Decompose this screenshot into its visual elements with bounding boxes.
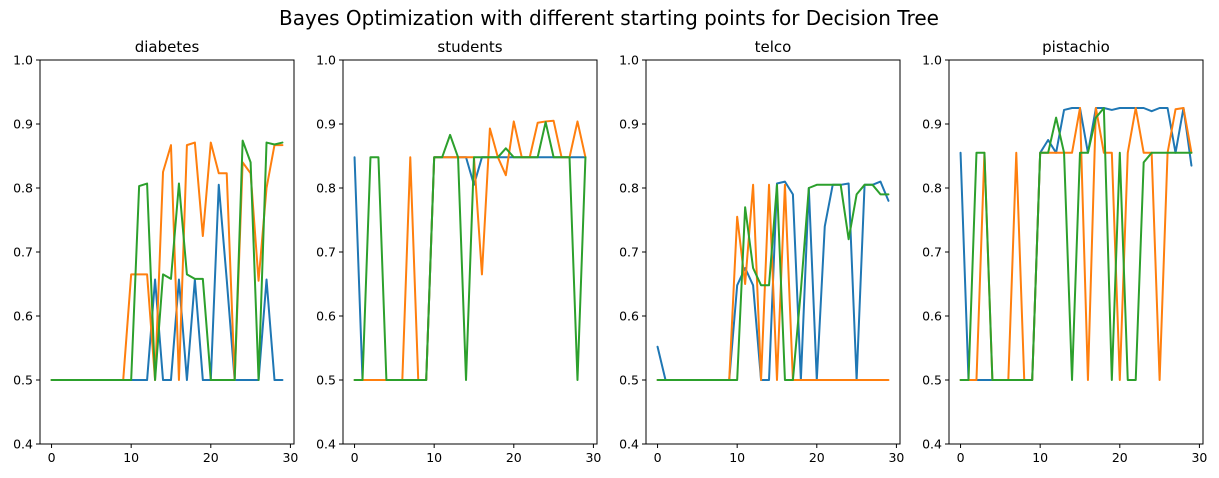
series-line-3 bbox=[656, 183, 890, 381]
y-tick-label: 0.8 bbox=[13, 181, 33, 196]
y-tick-label: 0.6 bbox=[13, 309, 33, 324]
figure-title: Bayes Optimization with different starti… bbox=[279, 6, 939, 30]
y-tick-label: 0.8 bbox=[922, 181, 942, 196]
x-tick-label: 10 bbox=[729, 450, 745, 465]
y-tick-label: 0.9 bbox=[619, 117, 639, 132]
y-tick-label: 0.9 bbox=[13, 117, 33, 132]
series-line-3 bbox=[50, 139, 284, 381]
y-tick-label: 1.0 bbox=[619, 53, 639, 68]
x-tick-label: 10 bbox=[123, 450, 139, 465]
y-tick-label: 0.7 bbox=[13, 245, 33, 260]
series-line-2 bbox=[50, 141, 284, 381]
series-line-1 bbox=[50, 183, 284, 381]
x-tick-label: 30 bbox=[888, 450, 904, 465]
y-tick-label: 0.6 bbox=[619, 309, 639, 324]
y-tick-label: 0.7 bbox=[619, 245, 639, 260]
y-tick-label: 0.4 bbox=[316, 437, 336, 452]
y-tick-label: 0.5 bbox=[619, 373, 639, 388]
subplot-pistachio: pistachio 0.4 0.5 0.6 0.7 0.8 0.9 1.0 0 10 20 30 bbox=[922, 38, 1207, 465]
subplot-title: telco bbox=[755, 38, 792, 56]
y-tick-label: 0.5 bbox=[13, 373, 33, 388]
y-tick-label: 0.4 bbox=[922, 437, 942, 452]
y-tick-label: 1.0 bbox=[13, 53, 33, 68]
y-tick-label: 0.4 bbox=[13, 437, 33, 452]
series-line-3 bbox=[353, 121, 587, 381]
y-tick-label: 0.9 bbox=[922, 117, 942, 132]
x-tick-label: 10 bbox=[426, 450, 442, 465]
x-tick-label: 30 bbox=[282, 450, 298, 465]
subplot-title: pistachio bbox=[1042, 38, 1110, 56]
y-tick-label: 0.6 bbox=[316, 309, 336, 324]
y-tick-label: 1.0 bbox=[922, 53, 942, 68]
y-tick-label: 0.7 bbox=[922, 245, 942, 260]
y-tick-label: 0.8 bbox=[619, 181, 639, 196]
subplot-title: diabetes bbox=[135, 38, 200, 56]
y-tick-label: 0.5 bbox=[922, 373, 942, 388]
x-tick-label: 30 bbox=[1191, 450, 1207, 465]
x-tick-label: 10 bbox=[1032, 450, 1048, 465]
x-tick-label: 0 bbox=[351, 450, 359, 465]
series-line-3 bbox=[959, 107, 1193, 381]
x-tick-label: 0 bbox=[48, 450, 56, 465]
subplot-telco: telco 0.4 0.5 0.6 0.7 0.8 0.9 1.0 0 10 20 30 bbox=[619, 38, 904, 465]
subplot-title: students bbox=[437, 38, 502, 56]
subplot-diabetes: diabetes 0.4 0.5 0.6 0.7 0.8 0.9 1.0 0 10 20 30 bbox=[13, 38, 298, 465]
x-tick-label: 20 bbox=[203, 450, 219, 465]
y-tick-label: 1.0 bbox=[316, 53, 336, 68]
x-tick-label: 20 bbox=[506, 450, 522, 465]
y-tick-label: 0.9 bbox=[316, 117, 336, 132]
x-tick-label: 0 bbox=[957, 450, 965, 465]
y-tick-label: 0.8 bbox=[316, 181, 336, 196]
x-tick-label: 20 bbox=[809, 450, 825, 465]
x-tick-label: 0 bbox=[654, 450, 662, 465]
y-tick-label: 0.4 bbox=[619, 437, 639, 452]
x-tick-label: 30 bbox=[585, 450, 601, 465]
y-tick-label: 0.5 bbox=[316, 373, 336, 388]
x-tick-label: 20 bbox=[1112, 450, 1128, 465]
y-tick-label: 0.6 bbox=[922, 309, 942, 324]
subplot-students: students 0.4 0.5 0.6 0.7 0.8 0.9 1.0 0 10 20 30 bbox=[316, 38, 601, 465]
y-tick-label: 0.7 bbox=[316, 245, 336, 260]
